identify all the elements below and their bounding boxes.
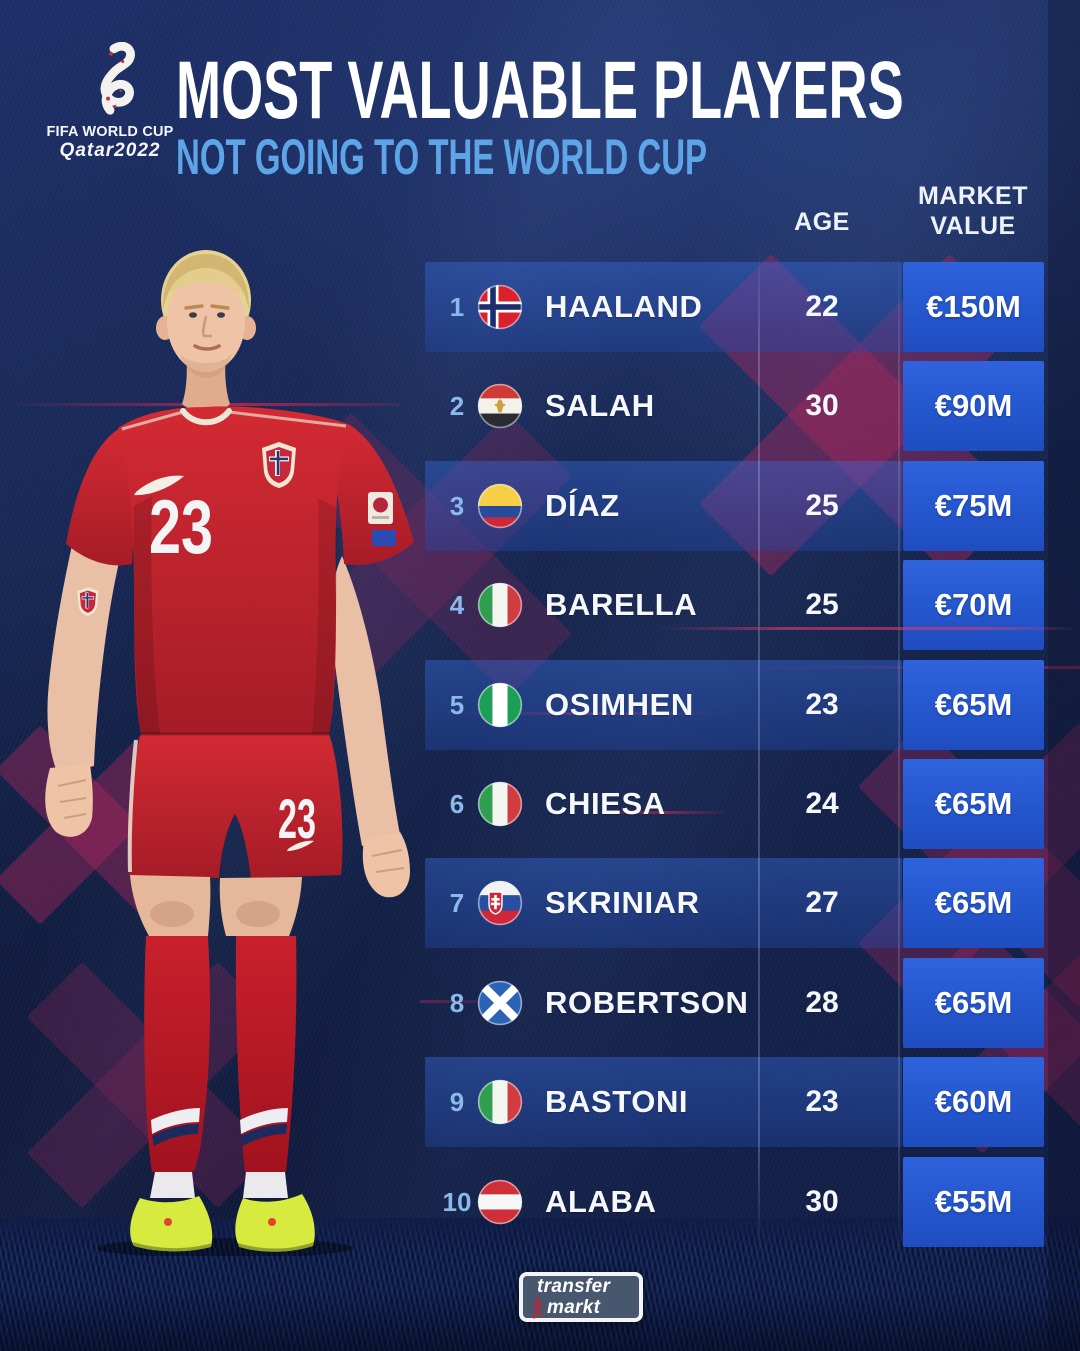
player-age: 30 [805,389,839,423]
right-edge-shade [1048,0,1080,1351]
rank-number: 2 [449,391,465,422]
player-name: CHIESA [545,786,666,821]
transfermarkt-wordmark-top: transfer [537,1276,611,1297]
fifa-world-cup-logo: FIFA WORLD CUP Qatar2022 [40,42,180,162]
market-value: €90M [903,361,1044,452]
player-name: ALABA [545,1183,657,1219]
table-row: 3 DÍAZ 25 €75M [0,460,1080,551]
market-value-line1: MARKET [918,182,1028,210]
transfermarkt-logo: transfer markt [519,1272,643,1322]
table-row: 2 SALAH 30 €90M [0,361,1080,452]
player-name: OSIMHEN [545,686,694,722]
player-age: 30 [805,1184,839,1218]
player-name: BARELLA [545,587,698,623]
table-row: 8 ROBERTSON 28 €65M [0,957,1080,1048]
table-row: 4 BARELLA 25 €70M [0,560,1080,651]
page-subtitle: NOT GOING TO THE WORLD CUP [176,129,708,185]
player-age: 23 [805,687,839,721]
market-value: €70M [903,560,1044,651]
column-header-age: AGE [794,208,850,236]
table-divider-line [758,252,760,1250]
player-age: 22 [805,290,839,323]
flag-austria-icon [477,1179,523,1225]
player-age: 28 [805,985,839,1019]
flag-colombia-icon [477,483,523,529]
market-value-line2: VALUE [930,212,1016,240]
rank-number: 10 [442,1186,472,1217]
player-age: 27 [805,886,839,920]
table-row: 1 HAALAND 22 €150M [0,262,1080,352]
market-value: €65M [903,759,1044,849]
market-value: €65M [903,659,1044,750]
market-value: €65M [903,858,1044,949]
table-row: 5 OSIMHEN 23 €65M [0,659,1080,750]
player-name: SKRINIAR [545,885,700,921]
qatar-2022-wordmark: Qatar2022 [59,140,161,161]
player-age: 23 [805,1085,839,1119]
player-name: SALAH [545,388,655,424]
player-name: DÍAZ [545,487,620,523]
rank-number: 4 [449,590,465,621]
rank-number: 1 [449,292,465,322]
market-value: €55M [903,1156,1044,1247]
flag-italy-icon [477,582,523,628]
player-name: ROBERTSON [545,984,749,1020]
transfermarkt-wordmark-bottom: markt [547,1297,601,1318]
flag-italy-icon [477,1079,523,1125]
table-row: 9 BASTONI 23 €60M [0,1057,1080,1148]
player-illustration-haaland: 23 23 [45,250,414,1256]
market-value: €150M [903,262,1044,352]
table-row: 7 SKRINIAR 27 €65M [0,858,1080,949]
fifa-world-cup-wordmark: FIFA WORLD CUP [46,124,174,140]
rank-number: 8 [449,987,465,1018]
table-row: 10 ALABA 30 €55M [0,1156,1080,1247]
rank-number: 3 [449,490,465,521]
player-age: 25 [805,488,839,522]
player-age: 25 [805,588,839,622]
flag-scotland-icon [477,980,523,1026]
qatar-2022-emblem-icon [100,42,135,115]
flag-slovakia-icon [477,880,523,926]
jersey-number: 23 [149,485,213,570]
flag-egypt-icon [477,383,523,429]
flag-nigeria-icon [477,682,523,728]
shorts-number: 23 [278,787,316,850]
column-header-market-value: MARKET VALUE [901,181,1045,241]
market-value: €60M [903,1057,1044,1148]
market-value: €75M [903,460,1044,551]
player-name: BASTONI [545,1084,689,1120]
market-value: €65M [903,957,1044,1048]
page-title: MOST VALUABLE PLAYERS [176,45,904,136]
flag-norway-icon [477,284,523,330]
player-age: 24 [805,787,839,820]
transfermarkt-player-icon [532,1297,543,1319]
rank-number: 9 [449,1087,465,1118]
table-row: 6 CHIESA 24 €65M [0,759,1080,849]
player-name: HAALAND [545,289,703,324]
rank-number: 7 [449,888,465,919]
rank-number: 6 [449,789,465,819]
table-divider-line [898,252,900,1250]
flag-italy-icon [477,781,523,827]
